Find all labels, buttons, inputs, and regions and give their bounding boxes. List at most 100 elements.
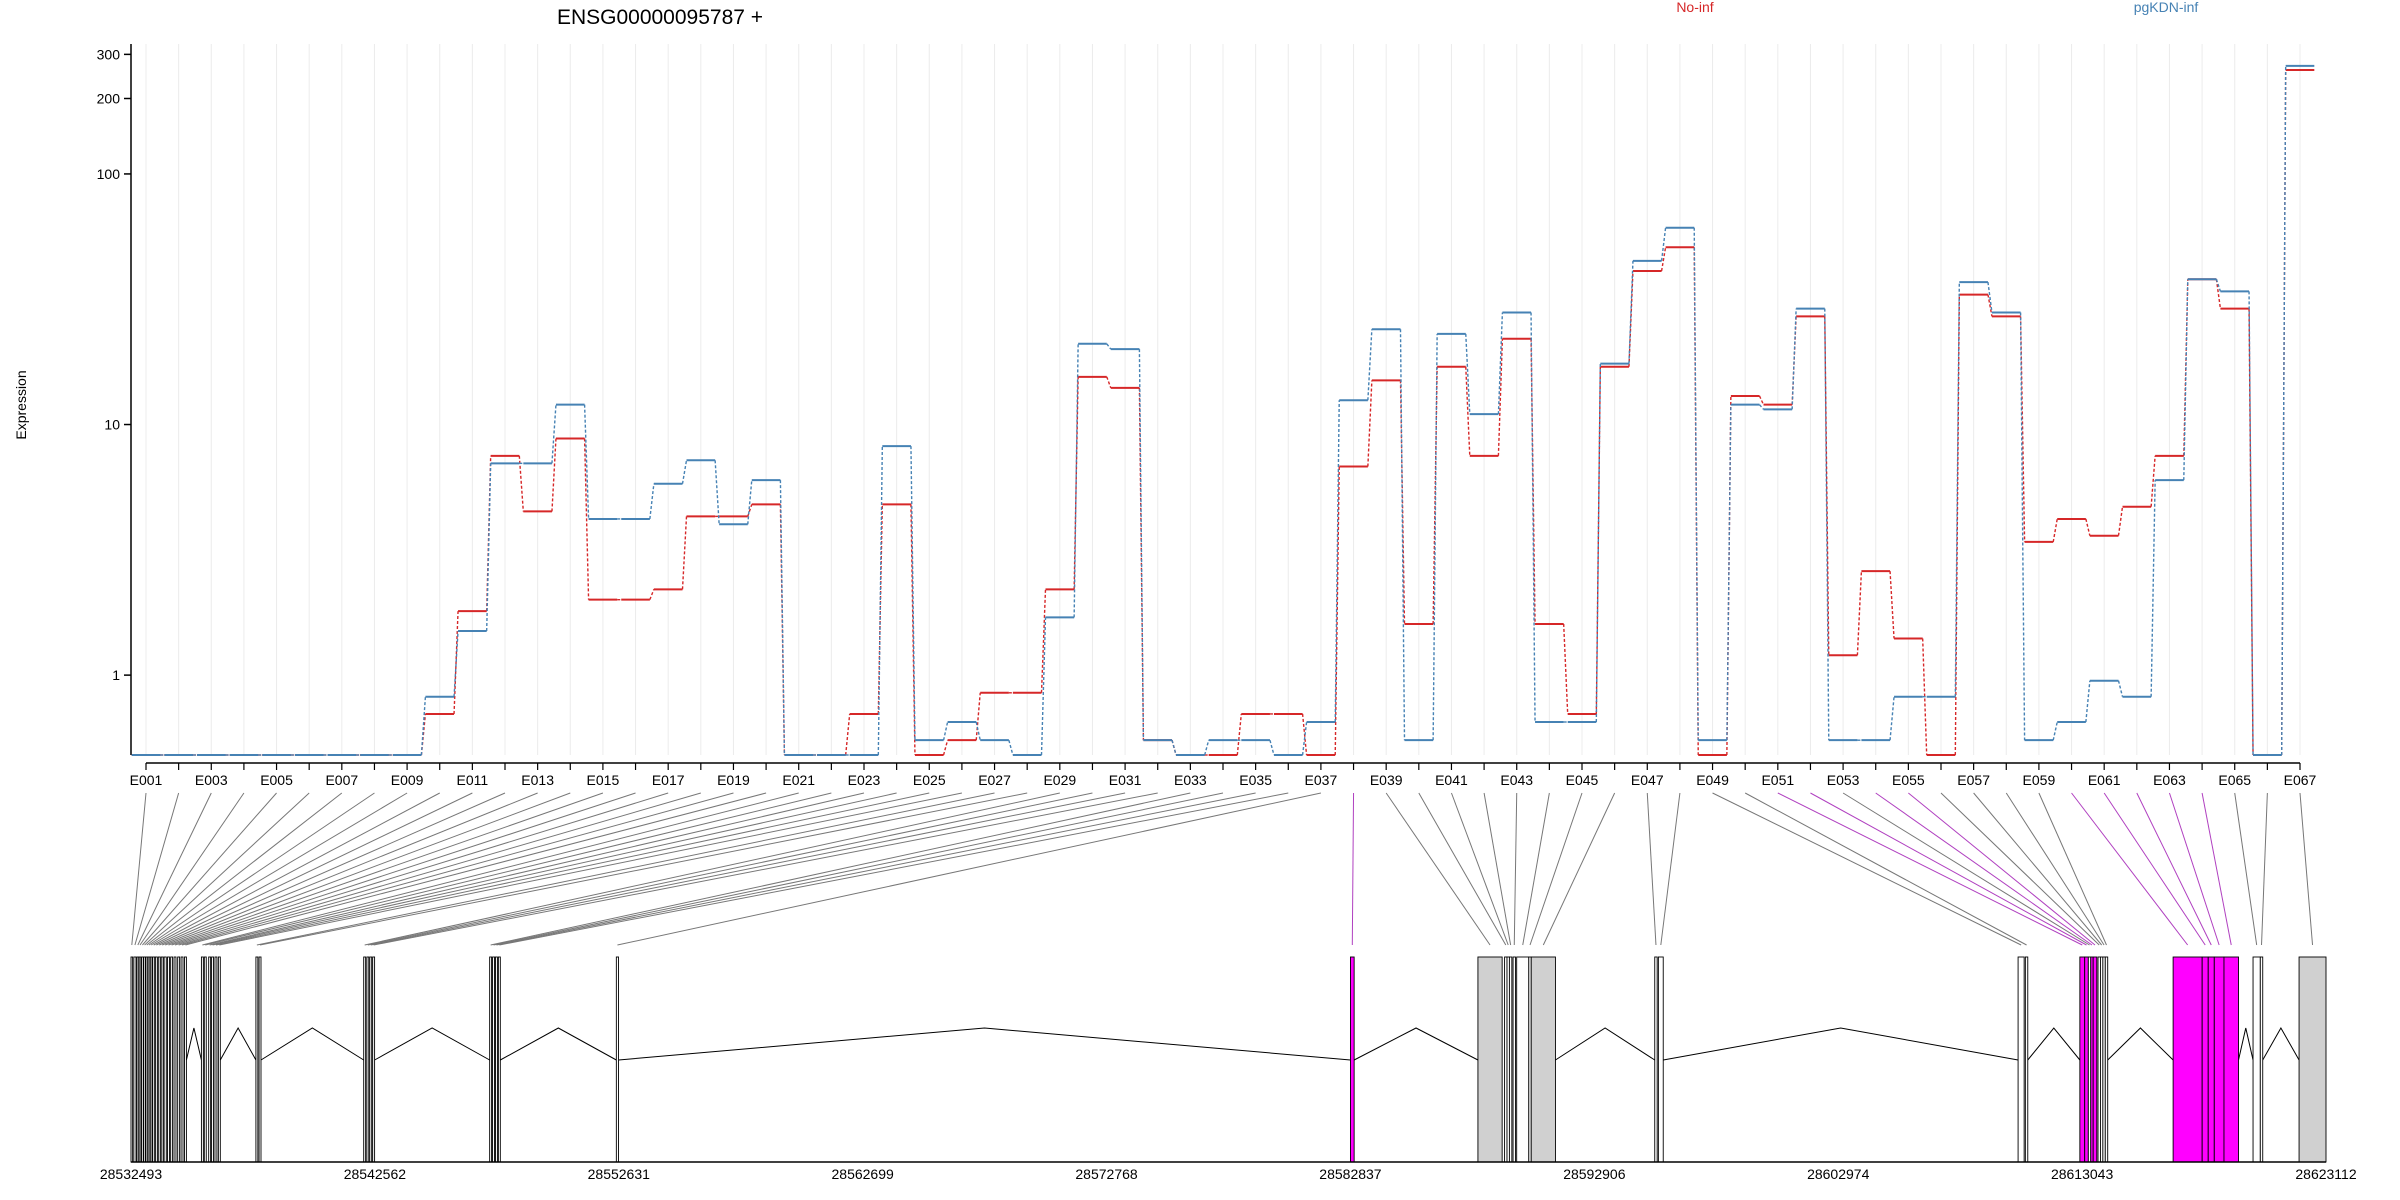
exon-box-e051 xyxy=(2079,956,2086,1163)
riser-pgkdn-inf-e038 xyxy=(1367,329,1373,401)
connector-e051 xyxy=(1777,792,2083,946)
connector-e059 xyxy=(2038,792,2107,946)
exon-box-e031 xyxy=(369,956,373,1163)
connector-e007 xyxy=(146,792,343,946)
intron-48 xyxy=(1663,1027,2019,1061)
connector-e058 xyxy=(2005,792,2105,946)
exon-box-e025 xyxy=(214,956,218,1163)
riser-pgkdn-inf-e017 xyxy=(681,460,688,484)
connector-e022 xyxy=(205,792,832,946)
exon-box-e008 xyxy=(147,956,151,1163)
exon-label-e021: E021 xyxy=(782,772,815,788)
connector-e008 xyxy=(148,792,375,946)
exon-box-e067 xyxy=(2298,956,2327,1163)
exon-box-e017 xyxy=(173,956,177,1163)
connector-e030 xyxy=(367,792,1093,946)
riser-no-inf-e064 xyxy=(2215,279,2222,309)
exon-label-e013: E013 xyxy=(521,772,554,788)
riser-pgkdn-inf-e043 xyxy=(1530,312,1536,723)
exon-box-e048 xyxy=(1657,956,1664,1163)
riser-pgkdn-inf-e065 xyxy=(2248,291,2254,756)
exon-box-e015 xyxy=(167,956,170,1163)
riser-pgkdn-inf-e059 xyxy=(2052,721,2058,741)
riser-no-inf-e012 xyxy=(518,455,525,512)
riser-no-inf-e065 xyxy=(2248,308,2254,756)
connector-e023 xyxy=(209,792,865,946)
riser-pgkdn-inf-e046 xyxy=(1628,260,1634,364)
exon-box-e018 xyxy=(177,956,181,1163)
riser-no-inf-e054 xyxy=(1889,571,1895,639)
riser-no-inf-e061 xyxy=(2117,506,2124,536)
riser-pgkdn-inf-e033 xyxy=(1204,740,1210,756)
connector-e065 xyxy=(2234,792,2258,946)
x-exon-axis: E001 E003 E005 E007 E009 E011 E013 E015 E017 E019… xyxy=(130,762,2317,788)
riser-no-inf-e016 xyxy=(649,589,655,600)
exon-label-e031: E031 xyxy=(1109,772,1142,788)
exon-label-e057: E057 xyxy=(1957,772,1990,788)
y-tick-label-200: 200 xyxy=(97,90,121,106)
exon-box-e039 xyxy=(1477,956,1503,1163)
exon-box-e037 xyxy=(615,956,619,1163)
genomic-tick-label-28532493: 28532493 xyxy=(100,1166,163,1182)
exon-label-e007: E007 xyxy=(325,772,358,788)
connector-e024 xyxy=(212,792,897,946)
exon-box-e001 xyxy=(130,956,134,1163)
riser-pgkdn-inf-e035 xyxy=(1269,740,1275,756)
riser-no-inf-e026 xyxy=(975,692,981,741)
connector-e020 xyxy=(185,792,767,946)
connector-e066 xyxy=(2261,792,2268,946)
exon-box-e007 xyxy=(145,956,149,1163)
riser-pgkdn-inf-e024 xyxy=(910,446,916,741)
exon-label-e063: E063 xyxy=(2153,772,2186,788)
exon-box-e026 xyxy=(217,956,221,1163)
series-layer xyxy=(131,64,2315,756)
riser-pgkdn-inf-e066 xyxy=(2280,65,2287,756)
genomic-tick-label-28572768: 28572768 xyxy=(1075,1166,1138,1182)
riser-no-inf-e050 xyxy=(1758,395,1765,405)
exon-box-e046 xyxy=(1530,956,1556,1163)
series-pgkdn-inf xyxy=(131,64,2315,756)
exon-label-e019: E019 xyxy=(717,772,750,788)
connector-e019 xyxy=(181,792,734,946)
riser-no-inf-e059 xyxy=(2052,518,2058,543)
connector-e029 xyxy=(364,792,1060,946)
riser-pgkdn-inf-e057 xyxy=(1987,282,1993,313)
exon-label-e059: E059 xyxy=(2023,772,2056,788)
exon-box-e063 xyxy=(2213,956,2225,1163)
y-tick-label-100: 100 xyxy=(97,166,121,182)
connector-e015 xyxy=(168,792,604,946)
connector-e031 xyxy=(370,792,1126,946)
riser-pgkdn-inf-e009 xyxy=(420,696,427,756)
exon-label-e023: E023 xyxy=(848,772,881,788)
riser-no-inf-e044 xyxy=(1562,623,1569,714)
exon-box-e027 xyxy=(255,956,259,1163)
connector-e017 xyxy=(174,792,669,946)
connector-e044 xyxy=(1522,792,1550,946)
intron-26 xyxy=(219,1026,257,1061)
riser-pgkdn-inf-e016 xyxy=(649,483,655,520)
exon-box-e004 xyxy=(138,956,142,1163)
exon-box-e066 xyxy=(2259,956,2264,1163)
exon-box-e033 xyxy=(489,956,493,1163)
connector-e056 xyxy=(1940,792,2100,946)
riser-pgkdn-inf-e049 xyxy=(1726,404,1732,741)
exon-box-e014 xyxy=(163,956,167,1163)
exon-connectors xyxy=(131,792,2314,946)
exon-label-e001: E001 xyxy=(130,772,163,788)
exon-box-e006 xyxy=(143,956,146,1163)
exon-box-e003 xyxy=(136,956,140,1163)
intron-37 xyxy=(618,1027,1351,1061)
intron-66 xyxy=(2262,1026,2300,1061)
riser-pgkdn-inf-e042 xyxy=(1497,312,1504,415)
exon-box-e010 xyxy=(152,956,156,1163)
connector-e002 xyxy=(134,792,180,946)
exon-label-e017: E017 xyxy=(652,772,685,788)
exon-label-e003: E003 xyxy=(195,772,228,788)
legend-pgkdn-inf: pgKDN-inf xyxy=(2134,0,2199,15)
exon-box-e065 xyxy=(2252,956,2261,1163)
riser-no-inf-e029 xyxy=(1073,376,1079,590)
exon-box-e030 xyxy=(366,956,370,1163)
exon-box-e049 xyxy=(2017,956,2025,1163)
connector-e052 xyxy=(1810,792,2087,946)
